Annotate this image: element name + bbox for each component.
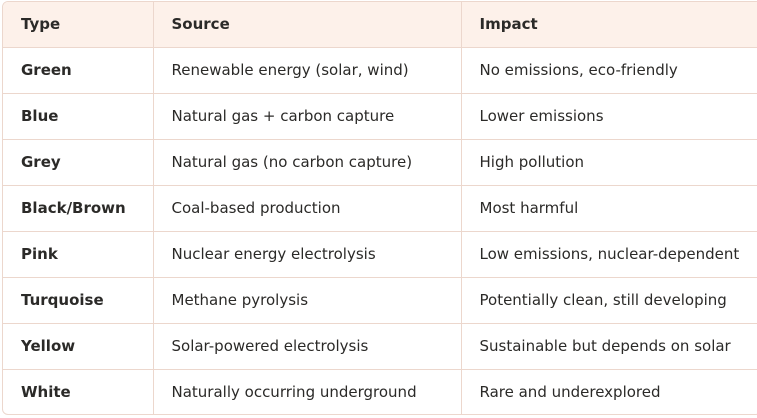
cell-type: Grey [3, 139, 153, 186]
header-impact: Impact [460, 2, 757, 48]
table-row: Black/Brown Coal-based production Most h… [3, 185, 757, 232]
cell-impact: Potentially clean, still developing [460, 277, 757, 324]
cell-type: White [21, 383, 71, 402]
cell-source: Nuclear energy electrolysis [152, 231, 461, 278]
cell-impact: No emissions, eco-friendly [460, 47, 757, 94]
cell-impact: Most harmful [460, 185, 757, 232]
cell-impact: Low emissions, nuclear-dependent [460, 231, 757, 278]
cell-source: Renewable energy (solar, wind) [152, 47, 461, 94]
cell-source: Natural gas + carbon capture [152, 93, 461, 140]
cell-type: Pink [3, 231, 153, 278]
table-row: Green Renewable energy (solar, wind) No … [3, 47, 757, 94]
table-row: Pink Nuclear energy electrolysis Low emi… [3, 231, 757, 278]
table-row: Grey Natural gas (no carbon capture) Hig… [3, 139, 757, 186]
table-row: Yellow Solar-powered electrolysis Sustai… [3, 323, 757, 370]
table-row: Turquoise Methane pyrolysis Potentially … [3, 277, 757, 324]
cell-impact: High pollution [460, 139, 757, 186]
cell-impact: Rare and underexplored [460, 369, 757, 414]
cell-impact: Sustainable but depends on solar [460, 323, 757, 370]
table-header-row: Type Source Impact [3, 2, 757, 48]
cell-source: Coal-based production [152, 185, 461, 232]
cell-type: Yellow [3, 323, 153, 370]
cell-source: Solar-powered electrolysis [152, 323, 461, 370]
table-row: White Naturally occurring underground Ra… [3, 369, 757, 414]
cell-impact: Lower emissions [460, 93, 757, 140]
cell-type: Turquoise [3, 277, 153, 324]
header-source: Source [152, 2, 461, 48]
cell-type: Blue [3, 93, 153, 140]
cell-source: Naturally occurring underground [152, 369, 461, 414]
hydrogen-types-table: Type Source Impact Green Renewable energ… [3, 2, 757, 414]
cell-source: Natural gas (no carbon capture) [152, 139, 461, 186]
cell-source: Methane pyrolysis [152, 277, 461, 324]
table-row: Blue Natural gas + carbon capture Lower … [3, 93, 757, 140]
cell-type: Black/Brown [3, 185, 153, 232]
header-type: Type [3, 2, 153, 48]
cell-type: Green [3, 47, 153, 94]
